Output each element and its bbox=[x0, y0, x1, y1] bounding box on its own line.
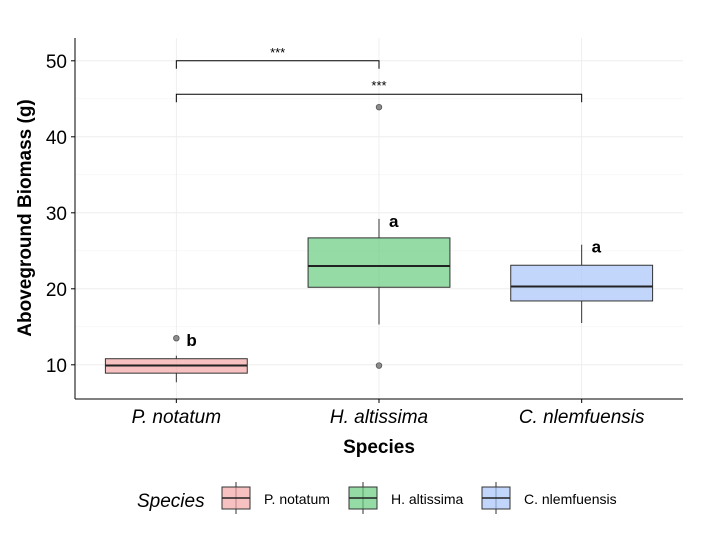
x-tick-label: H. altissima bbox=[330, 407, 428, 428]
y-tick-label: 30 bbox=[46, 204, 67, 225]
y-axis-title: Aboveground Biomass (g) bbox=[15, 99, 36, 337]
y-tick-label: 50 bbox=[46, 52, 67, 73]
legend-label: P. notatum bbox=[264, 491, 330, 507]
legend: Species P. notatum H. altissima C. nlemfue… bbox=[137, 482, 617, 514]
x-tick-label: P. notatum bbox=[132, 407, 221, 428]
significance-label: *** bbox=[371, 78, 386, 93]
legend-label: H. altissima bbox=[391, 491, 464, 507]
y-tick-label: 20 bbox=[46, 280, 67, 301]
y-ticks: 10 20 30 40 50 bbox=[46, 52, 75, 377]
legend-label: C. nlemfuensis bbox=[524, 491, 617, 507]
group-letter: a bbox=[592, 238, 602, 257]
group-letter: b bbox=[186, 331, 196, 350]
outlier-point bbox=[173, 335, 180, 342]
x-axis-title: Species bbox=[343, 437, 415, 458]
significance-label: *** bbox=[270, 45, 285, 60]
outlier-point bbox=[375, 362, 383, 369]
box-series: b a a bbox=[104, 103, 654, 383]
outlier-point bbox=[375, 103, 383, 111]
box-2 bbox=[307, 237, 451, 288]
significance-bracket bbox=[175, 60, 380, 69]
y-tick-label: 40 bbox=[46, 128, 67, 149]
y-tick-label: 10 bbox=[46, 356, 67, 377]
x-tick-label: C. nlemfuensis bbox=[519, 407, 645, 428]
significance-bracket bbox=[175, 93, 583, 103]
x-ticks: P. notatum H. altissima C. nlemfuensis bbox=[132, 399, 645, 428]
significance-brackets: *** *** bbox=[175, 45, 583, 103]
box-3 bbox=[510, 264, 654, 302]
legend-title: Species bbox=[137, 491, 205, 512]
group-letter: a bbox=[389, 212, 399, 231]
